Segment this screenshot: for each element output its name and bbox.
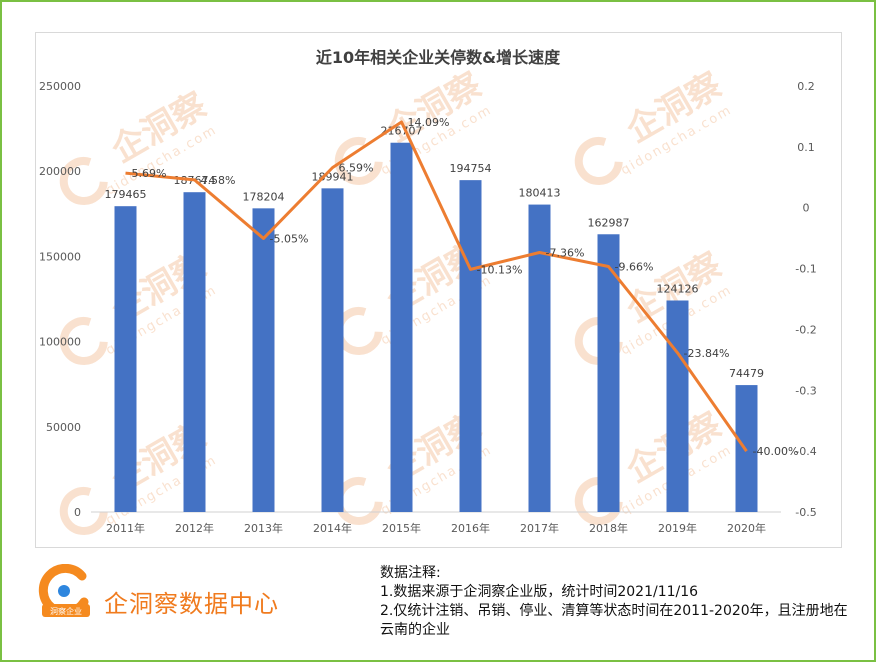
line-data-label: -5.05% — [270, 232, 309, 245]
line-data-label: -9.66% — [615, 261, 654, 274]
y-left-tick-label: 0 — [74, 506, 81, 519]
footer: 洞察企业 企洞察数据中心 数据注释: 1.数据来源于企洞察企业版，统计时间202… — [0, 548, 876, 662]
bar-data-label: 180413 — [519, 187, 561, 200]
bar-data-label: 179465 — [105, 188, 147, 201]
x-tick-label: 2012年 — [175, 521, 214, 535]
line-data-label: -10.13% — [477, 263, 523, 276]
y-right-tick-label: -0.1 — [795, 263, 816, 276]
y-left-tick-label: 50000 — [46, 421, 81, 434]
x-tick-label: 2014年 — [313, 521, 352, 535]
bar — [597, 234, 620, 513]
x-tick-label: 2017年 — [520, 521, 559, 535]
note-2: 2.仅统计注销、吊销、停业、清算等状态时间在2011-2020年，且注册地在云南… — [380, 603, 848, 638]
chart-panel: 企洞察 qidongcha.com 企洞察 qidongcha.com 企洞察 qidon… — [35, 32, 842, 548]
growth-line — [125, 120, 748, 453]
note-1: 1.数据来源于企洞察企业版，统计时间2021/11/16 — [380, 584, 699, 600]
bar — [459, 180, 482, 512]
line-data-label: 4.58% — [201, 174, 236, 187]
x-tick-label: 2019年 — [658, 521, 697, 535]
bar — [183, 192, 206, 513]
y-right-tick-label: -0.2 — [795, 323, 816, 336]
y-right-tick-label: 0.2 — [797, 80, 815, 93]
bar — [114, 206, 137, 512]
line-data-label: 14.09% — [408, 116, 450, 129]
bar-data-label: 178204 — [243, 190, 285, 203]
bar-data-label: 194754 — [450, 162, 492, 175]
y-left-tick-label: 150000 — [39, 250, 81, 263]
y-right-tick-label: -0.3 — [795, 384, 816, 397]
brand-name: 企洞察数据中心 — [104, 590, 279, 618]
y-left-tick-label: 250000 — [39, 80, 81, 93]
notes-title: 数据注释: — [380, 565, 441, 581]
bar — [252, 208, 275, 512]
chart-title: 近10年相关企业关停数&增长速度 — [316, 48, 561, 67]
line-data-label: -40.00% — [753, 445, 799, 458]
y-left-tick-label: 100000 — [39, 336, 81, 349]
bar-data-label: 74479 — [729, 367, 764, 380]
bar — [321, 188, 344, 513]
bar-data-label: 162987 — [588, 216, 630, 229]
y-right-tick-label: -0.5 — [795, 506, 816, 519]
y-right-tick-label: 0.1 — [797, 141, 815, 154]
brand-logo-icon: 洞察企业 — [38, 564, 90, 617]
x-tick-label: 2013年 — [244, 521, 283, 535]
logo-text: 洞察企业 — [50, 606, 82, 616]
x-tick-label: 2015年 — [382, 521, 421, 535]
data-notes: 数据注释: 1.数据来源于企洞察企业版，统计时间2021/11/16 2.仅统计… — [380, 564, 850, 640]
x-tick-label: 2020年 — [727, 521, 766, 535]
y-right-tick-label: 0 — [803, 202, 810, 215]
bar — [666, 300, 689, 512]
bar-data-label: 124126 — [657, 282, 699, 295]
y-left-tick-label: 200000 — [39, 165, 81, 178]
bar — [390, 142, 413, 512]
line-data-label: 5.69% — [132, 167, 167, 180]
line-data-label: -23.84% — [684, 347, 730, 360]
y-right-tick-label: -0.4 — [795, 445, 816, 458]
x-tick-label: 2011年 — [106, 521, 145, 535]
line-data-label: 6.59% — [339, 162, 374, 175]
x-tick-label: 2016年 — [451, 521, 490, 535]
bar — [528, 204, 551, 513]
x-tick-label: 2018年 — [589, 521, 628, 535]
line-data-label: -7.36% — [546, 247, 585, 260]
